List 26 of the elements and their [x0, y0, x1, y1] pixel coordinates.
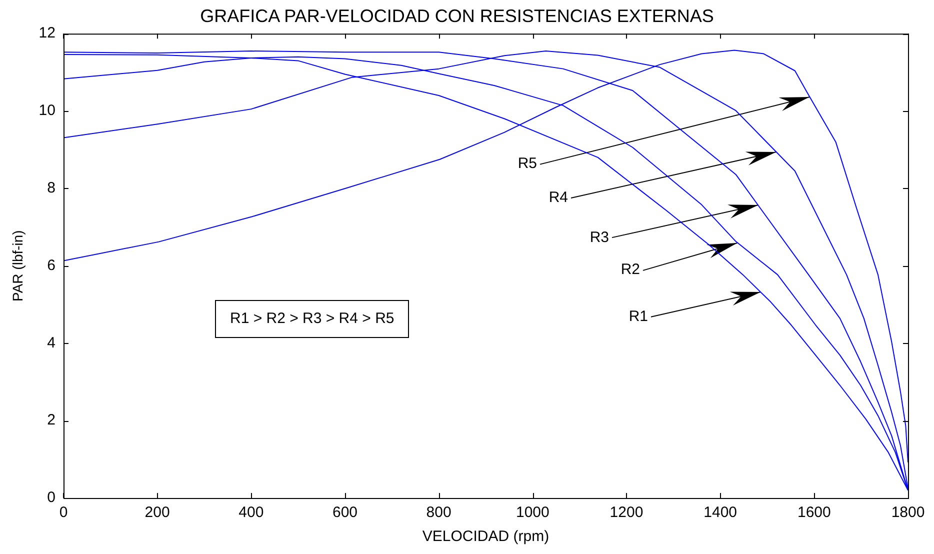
y-tick-label: 12	[38, 24, 56, 42]
annotation: R3	[590, 229, 609, 247]
x-tick-label: 800	[426, 504, 452, 522]
x-tick-label: 1400	[704, 504, 738, 522]
x-tick-label: 200	[144, 504, 170, 522]
y-tick-label: 0	[47, 489, 56, 506]
x-tick-label: 1600	[797, 504, 831, 522]
label-frame: R1 > R2 > R3 > R4 > R5	[215, 300, 410, 338]
x-tick-label: 1800	[891, 504, 925, 522]
x-tick-label: 0	[59, 504, 68, 522]
y-tick-label: 2	[47, 412, 56, 429]
annotation: R5	[518, 155, 537, 173]
y-axis-title: PAR (lbf-in)	[9, 230, 26, 302]
annotation: R4	[548, 189, 568, 207]
y-tick-label: 10	[38, 102, 56, 120]
y-tick-label: 6	[47, 256, 56, 274]
annotation: R1	[628, 308, 648, 326]
x-tick-label: 1000	[516, 504, 550, 522]
y-tick-label: 8	[47, 180, 56, 197]
x-axis-title: VELOCIDAD (rpm)	[422, 528, 550, 546]
x-tick-label: 600	[332, 504, 358, 522]
annotation: R2	[620, 261, 640, 279]
y-tick-label: 4	[47, 334, 56, 352]
chart-title: GRAFICA PAR-VELOCIDAD CON RESISTENCIAS EXTERNAS	[200, 6, 714, 26]
x-tick-label: 400	[238, 504, 264, 522]
x-tick-label: 1200	[610, 504, 644, 522]
